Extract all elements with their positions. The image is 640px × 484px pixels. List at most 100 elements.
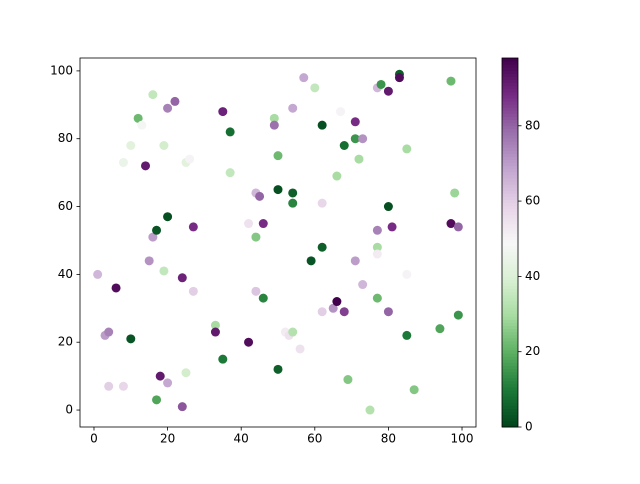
colorbar-segment xyxy=(502,356,518,360)
colorbar-segment xyxy=(502,107,518,111)
point xyxy=(354,154,364,164)
colorbar-tick-label: 20 xyxy=(525,344,540,358)
colorbar-segment xyxy=(502,141,518,145)
colorbar-segment xyxy=(502,233,518,237)
colorbar-segment xyxy=(502,254,518,259)
colorbar-segment xyxy=(502,82,518,87)
point xyxy=(332,171,342,181)
colorbar-segment xyxy=(502,150,518,154)
point xyxy=(343,375,353,385)
point xyxy=(372,242,382,252)
colorbar-segment xyxy=(502,264,518,268)
colorbar-segment xyxy=(502,184,518,188)
colorbar-segment xyxy=(502,423,518,428)
colorbar-segment xyxy=(502,337,518,342)
colorbar-tick-label: 60 xyxy=(525,194,540,208)
point xyxy=(446,219,456,229)
colorbar-segment xyxy=(502,288,518,293)
colorbar-segment xyxy=(502,248,518,253)
colorbar-segment xyxy=(502,353,518,357)
colorbar-segment xyxy=(502,125,518,130)
colorbar-segment xyxy=(502,67,518,71)
colorbar-segment xyxy=(502,245,518,250)
colorbar-segment xyxy=(502,319,518,323)
point xyxy=(299,73,309,83)
colorbar-segment xyxy=(502,291,518,296)
point xyxy=(218,354,228,364)
point xyxy=(152,395,162,405)
point xyxy=(170,96,180,106)
colorbar-segment xyxy=(502,76,518,81)
point xyxy=(148,90,158,100)
colorbar-segment xyxy=(502,267,518,271)
colorbar-segment xyxy=(502,405,518,410)
point xyxy=(383,86,393,96)
point xyxy=(210,320,220,330)
colorbar-segment xyxy=(502,73,518,77)
colorbar-segment xyxy=(502,104,518,108)
point xyxy=(141,161,151,171)
colorbar-segment xyxy=(502,390,518,394)
point xyxy=(144,256,154,266)
point xyxy=(255,191,265,201)
point xyxy=(358,134,368,144)
colorbar-segment xyxy=(502,347,518,351)
point xyxy=(225,127,235,137)
point xyxy=(273,151,283,161)
colorbar-segment xyxy=(502,190,518,194)
point xyxy=(288,103,298,113)
point xyxy=(453,222,463,232)
colorbar-segment xyxy=(502,134,518,139)
colorbar-segment xyxy=(502,110,518,114)
colorbar-segment xyxy=(502,193,518,197)
colorbar-segment xyxy=(502,374,518,379)
colorbar-segment xyxy=(502,208,518,213)
colorbar-segment xyxy=(502,144,518,148)
point xyxy=(104,381,114,391)
point xyxy=(336,107,346,117)
colorbar-segment xyxy=(502,147,518,151)
colorbar-segment xyxy=(502,368,518,373)
point xyxy=(177,402,187,412)
colorbar-segment xyxy=(502,377,518,382)
colorbar-segment xyxy=(502,343,518,348)
colorbar-segment xyxy=(502,128,518,133)
colorbar-segment xyxy=(502,119,518,124)
point xyxy=(402,144,412,154)
colorbar-segment xyxy=(502,177,518,182)
colorbar-segment xyxy=(502,270,518,274)
colorbar-segment xyxy=(502,285,518,290)
colorbar-segment xyxy=(502,365,518,370)
colorbar-segment xyxy=(502,227,518,231)
point xyxy=(273,364,283,374)
colorbar-segment xyxy=(502,159,518,164)
colorbar-segment xyxy=(502,411,518,416)
x-tick-label: 100 xyxy=(451,432,474,446)
colorbar-segment xyxy=(502,331,518,336)
colorbar-segment xyxy=(502,70,518,74)
point xyxy=(163,212,173,222)
point xyxy=(435,324,445,334)
point xyxy=(339,141,349,151)
colorbar-segment xyxy=(502,61,518,65)
colorbar-segment xyxy=(502,79,518,84)
point xyxy=(358,280,368,290)
colorbar-segment xyxy=(502,230,518,234)
point xyxy=(104,327,114,337)
point xyxy=(350,117,360,127)
point xyxy=(118,381,128,391)
colorbar-segment xyxy=(502,334,518,339)
point xyxy=(409,385,419,395)
colorbar-segment xyxy=(502,393,518,397)
point xyxy=(225,168,235,178)
colorbar-segment xyxy=(502,101,518,105)
colorbar-segment xyxy=(502,156,518,160)
colorbar-segment xyxy=(502,257,518,262)
colorbar-segment xyxy=(502,181,518,185)
colorbar-segment xyxy=(502,196,518,200)
colorbar-segment xyxy=(502,300,518,305)
colorbar-segment xyxy=(502,236,518,240)
x-tick-label: 80 xyxy=(381,432,396,446)
y-tick-label: 40 xyxy=(58,267,73,281)
colorbar-segment xyxy=(502,224,518,228)
